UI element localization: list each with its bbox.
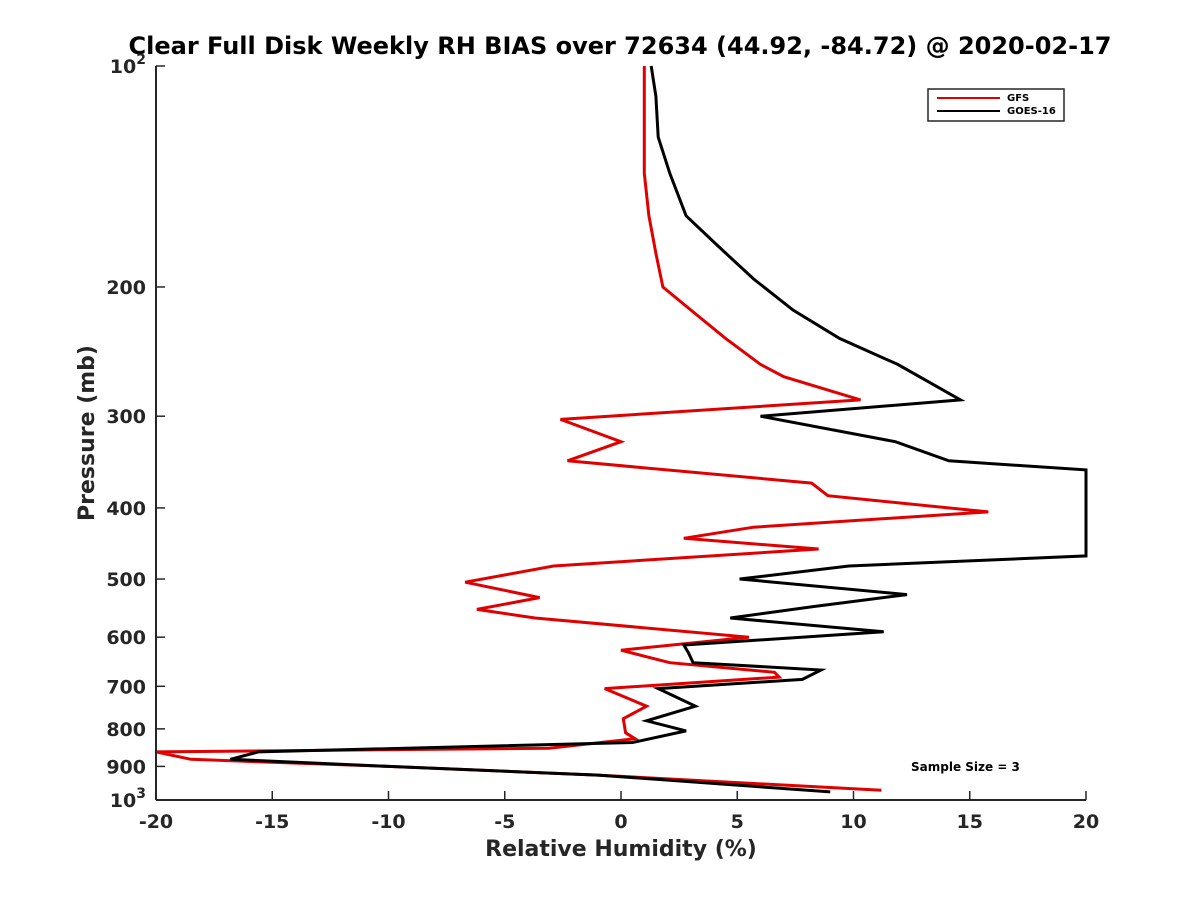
y-tick-label: 800 — [106, 719, 146, 741]
y-tick-label: 600 — [106, 627, 146, 649]
x-tick-label: 0 — [614, 811, 627, 833]
y-ticks: 102 200 300 400 500 600 700 800 900 103 — [106, 52, 165, 812]
y-tick-label: 200 — [106, 277, 146, 299]
series-line-gfs — [155, 66, 989, 792]
y-tick-label: 102 — [110, 52, 146, 78]
y-tick-label: 300 — [106, 406, 146, 428]
legend-label-gfs: GFS — [1007, 93, 1029, 104]
x-ticks: -20 -15 -10 -5 0 5 10 15 20 — [139, 791, 1099, 833]
series-line-goes16 — [230, 65, 1088, 794]
legend-box — [927, 88, 1065, 122]
legend: GFS GOES-16 — [927, 88, 1065, 122]
plot-area — [155, 65, 1088, 794]
chart-title: Clear Full Disk Weekly RH BIAS over 7263… — [129, 32, 1112, 60]
y-tick-exponent: 2 — [136, 52, 146, 68]
y-tick-label: 400 — [106, 498, 146, 520]
legend-label-goes16: GOES-16 — [1007, 106, 1056, 117]
sample-size-annotation: Sample Size = 3 — [911, 760, 1020, 774]
axes — [155, 66, 1086, 801]
x-tick-label: -15 — [255, 811, 289, 833]
x-tick-label: -20 — [139, 811, 173, 833]
y-tick-label: 103 — [110, 786, 146, 812]
y-tick-exponent: 3 — [136, 786, 146, 802]
x-tick-label: 15 — [957, 811, 983, 833]
y-tick-label: 900 — [106, 756, 146, 778]
y-tick-label: 700 — [106, 676, 146, 698]
x-tick-label: -5 — [494, 811, 515, 833]
x-tick-label: 10 — [840, 811, 866, 833]
x-tick-label: 5 — [731, 811, 744, 833]
x-axis-label: Relative Humidity (%) — [485, 837, 757, 862]
y-axis-label: Pressure (mb) — [75, 345, 100, 521]
x-tick-label: -10 — [371, 811, 405, 833]
y-tick-label: 500 — [106, 569, 146, 591]
x-tick-label: 20 — [1073, 811, 1099, 833]
